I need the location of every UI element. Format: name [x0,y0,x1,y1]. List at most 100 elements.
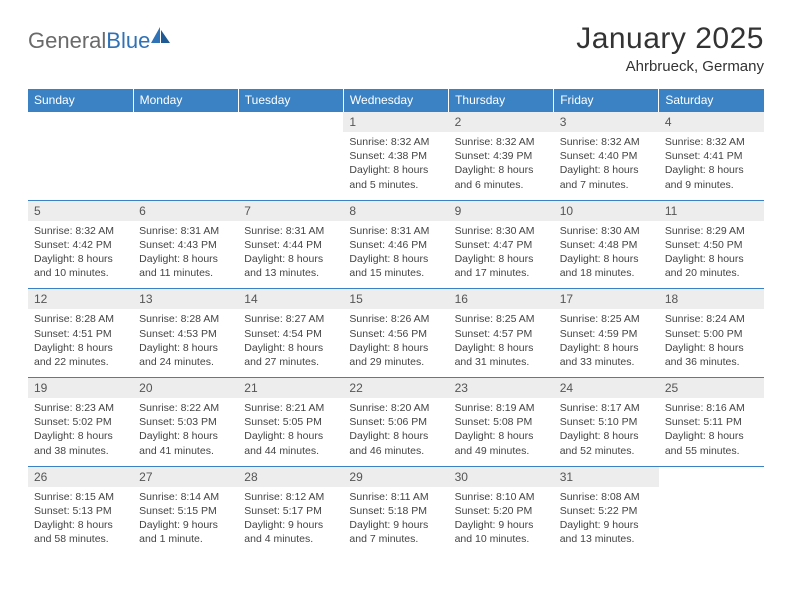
day-number-cell: 10 [554,200,659,221]
weekday-header: Wednesday [343,89,448,112]
day-number-cell: 3 [554,112,659,133]
day-number-cell [238,112,343,133]
day-number-cell: 12 [28,289,133,310]
day-detail-cell: Sunrise: 8:16 AMSunset: 5:11 PMDaylight:… [659,398,764,466]
day-detail-cell: Sunrise: 8:08 AMSunset: 5:22 PMDaylight:… [554,487,659,555]
day-detail-cell [659,487,764,555]
day-number-cell: 18 [659,289,764,310]
weekday-header: Thursday [449,89,554,112]
day-number-cell [28,112,133,133]
weekday-header: Monday [133,89,238,112]
day-detail-cell [238,132,343,200]
day-detail-cell: Sunrise: 8:32 AMSunset: 4:42 PMDaylight:… [28,221,133,289]
sail-icon [150,25,172,50]
calendar-table: Sunday Monday Tuesday Wednesday Thursday… [28,89,764,554]
brand-name: GeneralBlue [28,28,150,54]
day-detail-cell: Sunrise: 8:23 AMSunset: 5:02 PMDaylight:… [28,398,133,466]
day-number-cell: 14 [238,289,343,310]
calendar-body: 1234Sunrise: 8:32 AMSunset: 4:38 PMDayli… [28,112,764,555]
day-detail-cell: Sunrise: 8:10 AMSunset: 5:20 PMDaylight:… [449,487,554,555]
day-detail-cell: Sunrise: 8:14 AMSunset: 5:15 PMDaylight:… [133,487,238,555]
day-number-cell: 26 [28,466,133,487]
day-number-cell: 16 [449,289,554,310]
day-detail-cell: Sunrise: 8:22 AMSunset: 5:03 PMDaylight:… [133,398,238,466]
day-number-cell: 9 [449,200,554,221]
title-block: January 2025 Ahrbrueck, Germany [576,22,764,75]
day-number-row: 1234 [28,112,764,133]
day-detail-cell: Sunrise: 8:27 AMSunset: 4:54 PMDaylight:… [238,309,343,377]
day-detail-cell: Sunrise: 8:31 AMSunset: 4:44 PMDaylight:… [238,221,343,289]
day-number-cell: 8 [343,200,448,221]
day-number-cell: 6 [133,200,238,221]
day-number-cell: 21 [238,378,343,399]
day-detail-row: Sunrise: 8:32 AMSunset: 4:42 PMDaylight:… [28,221,764,289]
day-detail-cell: Sunrise: 8:29 AMSunset: 4:50 PMDaylight:… [659,221,764,289]
day-number-cell: 20 [133,378,238,399]
day-number-cell: 25 [659,378,764,399]
day-number-row: 19202122232425 [28,378,764,399]
day-number-cell: 17 [554,289,659,310]
day-number-cell: 31 [554,466,659,487]
weekday-header: Sunday [28,89,133,112]
day-detail-row: Sunrise: 8:23 AMSunset: 5:02 PMDaylight:… [28,398,764,466]
day-detail-cell [133,132,238,200]
day-number-cell: 22 [343,378,448,399]
day-detail-cell: Sunrise: 8:17 AMSunset: 5:10 PMDaylight:… [554,398,659,466]
calendar-page: GeneralBlue January 2025 Ahrbrueck, Germ… [0,0,792,554]
weekday-header: Friday [554,89,659,112]
day-number-cell: 4 [659,112,764,133]
day-detail-cell: Sunrise: 8:26 AMSunset: 4:56 PMDaylight:… [343,309,448,377]
day-detail-cell: Sunrise: 8:28 AMSunset: 4:51 PMDaylight:… [28,309,133,377]
day-detail-cell: Sunrise: 8:32 AMSunset: 4:41 PMDaylight:… [659,132,764,200]
brand-name-gray: General [28,28,106,53]
day-detail-row: Sunrise: 8:32 AMSunset: 4:38 PMDaylight:… [28,132,764,200]
day-number-cell: 2 [449,112,554,133]
day-detail-cell: Sunrise: 8:20 AMSunset: 5:06 PMDaylight:… [343,398,448,466]
day-number-cell: 23 [449,378,554,399]
day-detail-cell: Sunrise: 8:24 AMSunset: 5:00 PMDaylight:… [659,309,764,377]
day-detail-cell: Sunrise: 8:12 AMSunset: 5:17 PMDaylight:… [238,487,343,555]
page-header: GeneralBlue January 2025 Ahrbrueck, Germ… [28,22,764,75]
day-detail-cell: Sunrise: 8:32 AMSunset: 4:38 PMDaylight:… [343,132,448,200]
day-detail-cell [28,132,133,200]
calendar-weekday-header: Sunday Monday Tuesday Wednesday Thursday… [28,89,764,112]
day-detail-cell: Sunrise: 8:30 AMSunset: 4:48 PMDaylight:… [554,221,659,289]
day-number-cell: 1 [343,112,448,133]
day-detail-cell: Sunrise: 8:25 AMSunset: 4:59 PMDaylight:… [554,309,659,377]
day-detail-cell: Sunrise: 8:28 AMSunset: 4:53 PMDaylight:… [133,309,238,377]
day-number-cell: 19 [28,378,133,399]
day-number-cell: 5 [28,200,133,221]
brand-logo: GeneralBlue [28,28,172,54]
day-number-cell: 15 [343,289,448,310]
day-number-cell: 13 [133,289,238,310]
day-detail-row: Sunrise: 8:28 AMSunset: 4:51 PMDaylight:… [28,309,764,377]
day-detail-cell: Sunrise: 8:19 AMSunset: 5:08 PMDaylight:… [449,398,554,466]
day-detail-cell: Sunrise: 8:15 AMSunset: 5:13 PMDaylight:… [28,487,133,555]
day-number-cell: 7 [238,200,343,221]
day-detail-cell: Sunrise: 8:32 AMSunset: 4:40 PMDaylight:… [554,132,659,200]
day-number-row: 262728293031 [28,466,764,487]
day-number-cell: 11 [659,200,764,221]
month-title: January 2025 [576,22,764,56]
day-detail-cell: Sunrise: 8:21 AMSunset: 5:05 PMDaylight:… [238,398,343,466]
day-number-cell: 24 [554,378,659,399]
day-detail-cell: Sunrise: 8:11 AMSunset: 5:18 PMDaylight:… [343,487,448,555]
weekday-header: Saturday [659,89,764,112]
day-number-cell [133,112,238,133]
day-number-cell [659,466,764,487]
day-detail-cell: Sunrise: 8:31 AMSunset: 4:43 PMDaylight:… [133,221,238,289]
day-number-cell: 29 [343,466,448,487]
day-detail-row: Sunrise: 8:15 AMSunset: 5:13 PMDaylight:… [28,487,764,555]
location-subtitle: Ahrbrueck, Germany [576,58,764,75]
day-detail-cell: Sunrise: 8:25 AMSunset: 4:57 PMDaylight:… [449,309,554,377]
day-number-cell: 30 [449,466,554,487]
day-number-cell: 28 [238,466,343,487]
day-detail-cell: Sunrise: 8:31 AMSunset: 4:46 PMDaylight:… [343,221,448,289]
day-number-cell: 27 [133,466,238,487]
day-detail-cell: Sunrise: 8:32 AMSunset: 4:39 PMDaylight:… [449,132,554,200]
day-number-row: 567891011 [28,200,764,221]
weekday-header: Tuesday [238,89,343,112]
day-detail-cell: Sunrise: 8:30 AMSunset: 4:47 PMDaylight:… [449,221,554,289]
day-number-row: 12131415161718 [28,289,764,310]
brand-name-blue: Blue [106,28,150,53]
